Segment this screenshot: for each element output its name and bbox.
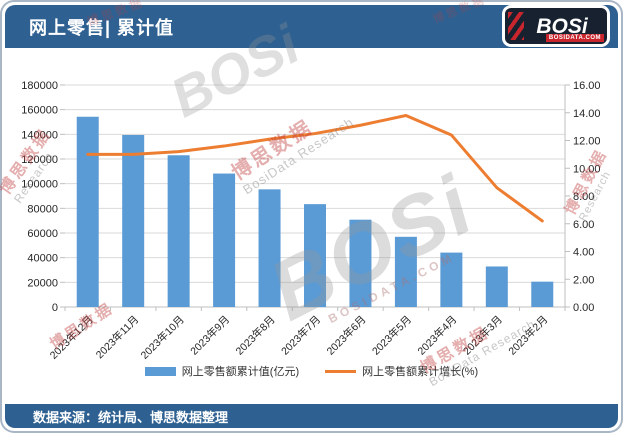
left-axis-label: 100000 [21,179,58,191]
bar [304,204,326,307]
left-axis-label: 0 [52,302,58,314]
bar [485,266,508,307]
right-axis-label: 16.00 [573,80,601,92]
left-axis-label: 40000 [27,253,58,265]
x-axis-category-label: 2023年8月 [233,313,278,358]
right-axis-label: 2.00 [573,274,594,286]
x-axis-category-label: 2023年6月 [324,313,369,358]
left-axis-label: 60000 [27,228,58,240]
logo-domain: BOSIDATA.COM [545,34,604,42]
bar [122,134,145,307]
footer-bar: 数据来源：统计局、博思数据整理 [5,404,618,428]
x-axis-category-label: 2023年3月 [460,313,505,358]
right-axis-label: 4.00 [573,247,594,259]
left-axis-label: 140000 [21,129,58,141]
bar [213,173,236,307]
x-axis-category-label: 2023年10月 [138,313,187,362]
left-axis-label: 180000 [21,80,58,92]
bar [167,155,190,307]
legend-item-bar: 网上零售额累计值(亿元) [144,363,300,379]
line-series-label: 网上零售额累计增长(%) [362,366,479,378]
right-axis-label: 6.00 [573,219,594,231]
data-source-text: 数据来源：统计局、博思数据整理 [33,409,229,425]
logo-stripes-icon [508,12,524,40]
bar [76,116,99,308]
x-axis-category-label: 2023年2月 [506,313,551,358]
left-axis-label: 120000 [21,154,58,166]
x-axis-category-label: 2023年7月 [278,313,323,358]
x-axis-category-label: 2023年5月 [369,313,414,358]
left-axis-label: 20000 [27,277,58,289]
left-axis-label: 160000 [21,105,58,117]
right-axis-label: 14.00 [573,108,601,120]
chart-legend: 网上零售额累计值(亿元) 网上零售额累计增长(%) [0,363,623,379]
bar [531,281,554,307]
left-axis-label: 80000 [27,203,58,215]
bar-series-label: 网上零售额累计值(亿元) [181,366,300,378]
x-axis-category-label: 2023年4月 [415,313,460,358]
bar [349,219,372,307]
x-axis-category-label: 2023年9月 [188,313,233,358]
right-axis-label: 12.00 [573,136,601,148]
bar [440,252,463,307]
line-series-swatch [325,369,357,373]
right-axis-label: 10.00 [573,163,601,175]
bar [258,189,281,307]
bosi-logo: BOSi BOSIDATA.COM [502,5,610,47]
bar [394,236,417,307]
page-title: 网上零售| 累计值 [29,17,175,38]
logo-text: BOSi [536,14,588,38]
right-axis-label: 8.00 [573,191,594,203]
right-axis-label: 0.00 [573,302,594,314]
legend-item-line: 网上零售额累计增长(%) [325,363,478,379]
bar-series-swatch [144,366,176,376]
x-axis-category-label: 2023年11月 [93,313,141,361]
growth-line [86,114,544,223]
x-axis-category-label: 2023年12月 [47,313,96,362]
